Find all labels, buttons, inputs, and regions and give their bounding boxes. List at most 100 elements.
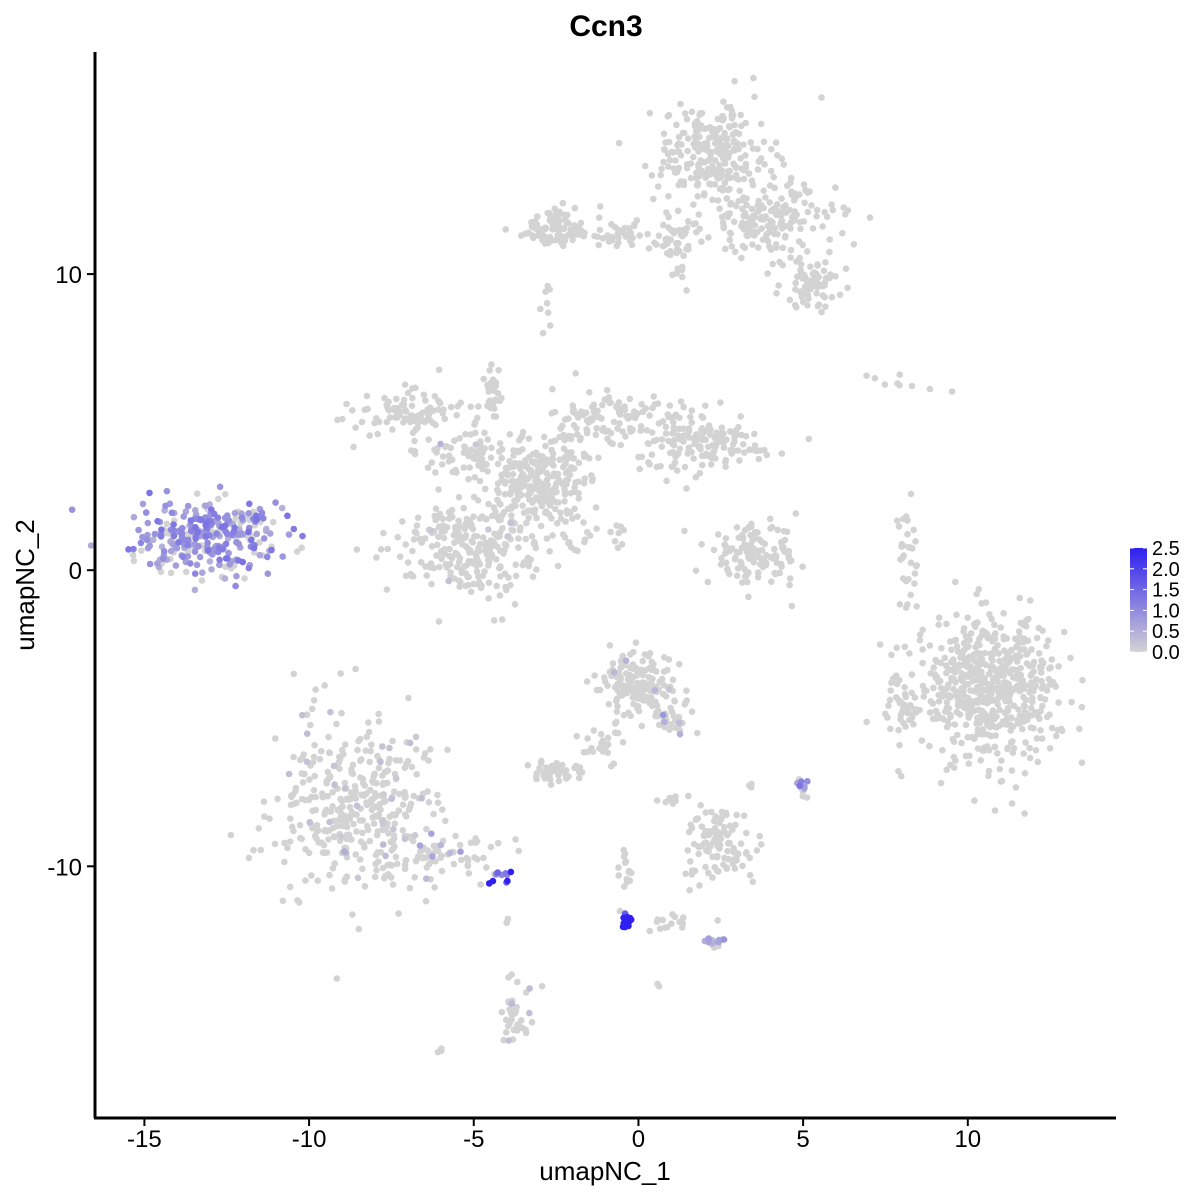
cell-point (374, 430, 382, 438)
cell-point (702, 829, 710, 836)
cell-point (363, 733, 371, 741)
cell-point (617, 441, 624, 449)
cell-point (430, 564, 438, 572)
cell-point (546, 322, 554, 329)
cell-point (911, 694, 919, 701)
cell-point (158, 526, 165, 533)
cell-point (494, 460, 502, 468)
cell-point (1011, 635, 1019, 643)
cell-point (224, 512, 231, 519)
cell-point (343, 817, 350, 825)
cell-point (666, 402, 674, 409)
cell-point (423, 864, 431, 871)
cell-point (445, 577, 453, 585)
cell-point (716, 841, 724, 849)
cell-point (139, 500, 147, 508)
x-tick-label: -15 (127, 1126, 162, 1153)
cell-point (1006, 685, 1013, 692)
cell-point (702, 809, 710, 816)
cell-point (501, 570, 509, 577)
cell-point (1022, 739, 1029, 746)
cell-point (1029, 662, 1037, 669)
cell-point (975, 706, 983, 713)
cell-point (615, 139, 623, 147)
cell-point (1038, 663, 1045, 671)
cell-point (769, 219, 776, 226)
cell-point (1043, 687, 1051, 694)
cell-point (239, 558, 246, 566)
cell-point (182, 568, 190, 576)
cell-point (289, 791, 297, 798)
cell-point (337, 810, 345, 817)
cell-point (325, 836, 332, 843)
cell-point (580, 450, 588, 458)
cell-point (461, 444, 469, 452)
cell-point (238, 514, 246, 521)
cell-point (692, 567, 700, 574)
cell-point (336, 755, 344, 763)
cell-point (738, 431, 745, 439)
cell-point (253, 530, 261, 538)
cell-point (561, 237, 569, 244)
cell-point (692, 136, 699, 143)
cell-point (744, 578, 751, 586)
cell-point (774, 152, 781, 159)
cell-point (245, 854, 253, 862)
cell-point (520, 509, 528, 516)
cell-point (943, 669, 950, 677)
cell-point (724, 847, 731, 855)
cell-point (684, 147, 691, 155)
cell-point (728, 113, 736, 121)
cell-point (693, 181, 701, 189)
cell-point (630, 648, 637, 656)
cell-point (402, 408, 410, 415)
cell-point (420, 754, 428, 761)
cell-point (434, 799, 442, 806)
cell-point (702, 402, 709, 410)
cell-point (971, 797, 978, 804)
cell-point (644, 230, 651, 238)
cell-point (471, 421, 478, 428)
cell-point (630, 221, 638, 228)
cell-point (1028, 704, 1035, 712)
cell-point (726, 236, 734, 244)
cell-point (348, 836, 355, 843)
cell-point (87, 542, 95, 549)
cell-point (778, 225, 786, 232)
cell-point (558, 224, 565, 232)
cell-point (840, 204, 847, 211)
cell-point (563, 211, 571, 219)
cell-point (591, 672, 598, 679)
cell-point (731, 434, 738, 441)
cell-point (763, 232, 770, 239)
cell-point (771, 545, 778, 553)
cell-point (519, 470, 526, 478)
cell-point (964, 734, 971, 741)
cell-point (345, 795, 352, 802)
cell-point (638, 400, 645, 408)
cell-point (778, 450, 786, 457)
cell-point (649, 675, 656, 682)
cell-point (480, 375, 488, 383)
cell-point (739, 242, 747, 250)
colorbar-label: 0.5 (1152, 621, 1180, 643)
cell-point (414, 514, 422, 521)
cell-point (423, 572, 431, 579)
cell-point (760, 187, 767, 195)
cell-point (547, 781, 555, 788)
cell-point (298, 835, 306, 843)
cell-point (125, 546, 132, 553)
cell-point (1001, 656, 1009, 663)
cell-point (567, 509, 574, 516)
cell-point (607, 528, 614, 536)
cell-point (698, 452, 706, 460)
cell-point (910, 526, 917, 534)
cell-point (670, 165, 678, 172)
cell-point (312, 686, 319, 693)
cell-point (334, 416, 341, 424)
cell-point (515, 544, 522, 551)
cell-point (991, 645, 999, 653)
cell-point (963, 662, 971, 670)
cell-point (257, 846, 265, 854)
cell-point (778, 155, 786, 162)
